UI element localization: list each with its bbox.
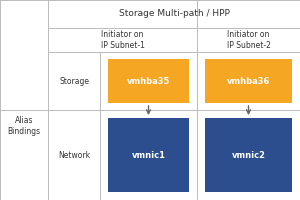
Bar [205, 59, 292, 103]
Text: Storage Multi-path / HPP: Storage Multi-path / HPP [118, 9, 230, 19]
Text: Initiator on
IP Subnet-1: Initiator on IP Subnet-1 [100, 30, 144, 50]
Text: Storage: Storage [59, 76, 89, 86]
Text: vmnic1: vmnic1 [131, 150, 166, 160]
Bar [108, 118, 189, 192]
Text: Initiator on
IP Subnet-2: Initiator on IP Subnet-2 [226, 30, 270, 50]
Bar [205, 118, 292, 192]
Text: vmhba35: vmhba35 [127, 76, 170, 86]
Bar [108, 59, 189, 103]
Text: vmnic2: vmnic2 [232, 150, 266, 160]
Text: Network: Network [58, 150, 90, 160]
Text: vmhba36: vmhba36 [227, 76, 270, 86]
Text: Alias
Bindings: Alias Bindings [8, 116, 41, 136]
